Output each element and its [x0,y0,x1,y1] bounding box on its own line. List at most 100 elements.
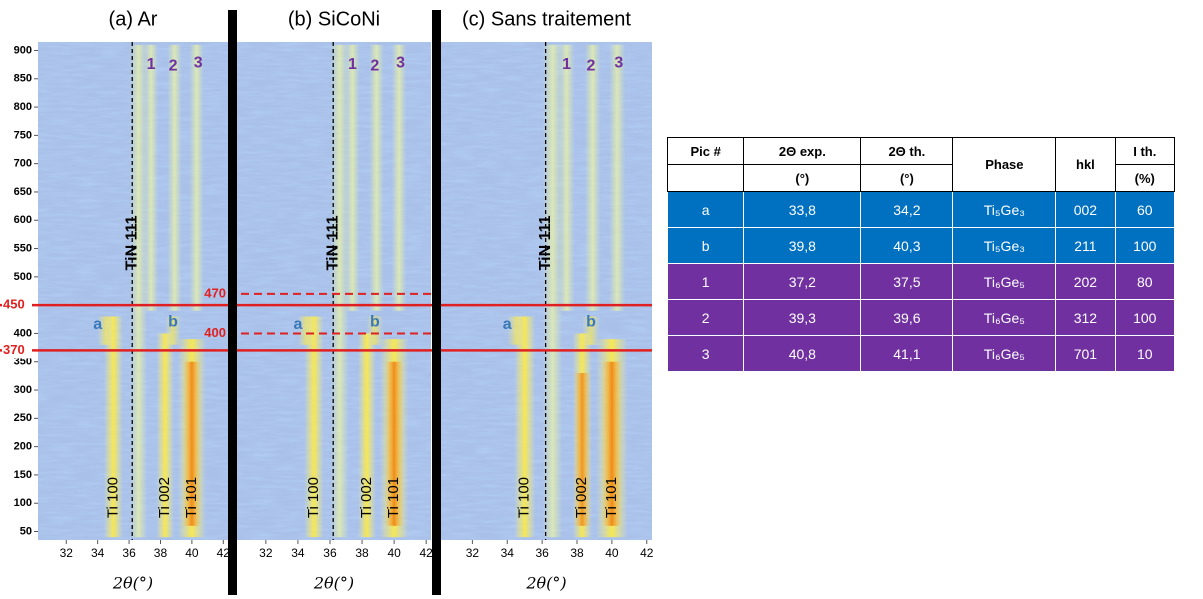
table-cell: 211 [1055,227,1116,264]
y-tick-label: 650 [14,186,32,198]
table-cell: 10 [1114,335,1176,372]
table-cell: 39,6 [860,299,954,336]
reflection-label: Ti 101 [183,477,200,518]
table-cell: 40,3 [860,227,954,264]
table-cell: 41,1 [860,335,954,372]
y-tick-label: 50 [20,525,32,537]
peak-label: 3 [194,55,203,72]
y-tick-label: 200 [14,441,32,453]
siconi-label: 400 [204,325,226,340]
panel-title: (b) SiCoNi [288,8,380,30]
x-tick-label: 34 [91,546,105,560]
table-cell: 1 [666,263,745,300]
intensity-streak [507,316,525,345]
table-cell: b [666,227,745,264]
label-bg [2,342,32,359]
intensity-streak [584,44,601,311]
reflection-label: Ti 100 [104,477,121,518]
x-tick-label: 34 [291,546,305,560]
y-tick-label: 350 [14,356,32,368]
reflection-label: Ti 002 [573,477,590,518]
reflection-label: Ti 002 [156,477,173,518]
header-cell: Phase [952,137,1057,192]
table-cell: 60 [1114,191,1176,228]
table-cell: Ti₅Ge₃ [952,227,1057,264]
heatmap-panel [237,42,431,540]
y-tick-label: 550 [14,242,32,254]
intensity-streak [514,316,536,538]
x-axis-label: 2θ(°) [313,574,354,593]
intensity-streak [345,44,360,311]
intensity-streak [582,316,600,345]
intensity-streak [366,316,383,345]
intensity-streak [97,316,114,345]
x-tick-label: 36 [122,546,136,560]
y-tick-label: 100 [14,497,32,509]
y-tick-label: 400 [14,327,32,339]
x-tick-label: 40 [387,546,401,560]
intensity-streak [165,316,181,345]
header-cell: Pic # [666,137,745,165]
panel-separator [432,10,441,595]
panel-title: (c) Sans traitement [462,8,631,30]
reflection-label: Ti 101 [603,477,620,518]
table-cell: a [666,191,745,228]
peak-label: 3 [614,55,623,72]
intensity-streak [330,44,349,538]
intensity-streak [358,333,376,538]
intensity-streak [391,44,407,311]
table-cell: Ti₆Ge₅ [952,335,1057,372]
table-cell: 39,3 [743,299,862,336]
phase-table: Pic #2Θ exp. 2Θ th. Phase hkl I th. (°) (°) (%)… [666,137,1176,372]
header-cell: hkl [1055,137,1116,192]
label-bg [2,297,32,314]
x-tick-label: 36 [323,546,337,560]
intensity-streak [543,44,563,538]
table-cell: 2 [666,299,745,336]
peak-label: b [586,313,596,330]
x-tick-label: 38 [154,546,168,560]
intensity-streak [304,316,324,538]
peak-label: 3 [396,55,405,72]
intensity-streak [384,361,404,526]
table-cell: 002 [1055,191,1116,228]
x-axis-label: 2θ(°) [525,574,566,593]
y-tick-label: 750 [14,129,32,141]
peak-label: a [93,316,102,333]
x-tick-label: 40 [185,546,199,560]
peak-label: 2 [587,58,596,75]
reflection-label: TiN 111 [324,215,341,270]
panel-title: (a) Ar [109,8,158,30]
y-tick-label: 600 [14,214,32,226]
peak-label: b [370,313,380,330]
table-cell: 34,2 [860,191,954,228]
siconi-label: 470 [204,285,226,300]
temperature-label: 370 [3,342,25,357]
intensity-streak [129,44,148,538]
reflection-label: Ti 002 [358,477,375,518]
x-tick-label: 42 [420,546,434,560]
table-cell: 3 [666,335,745,372]
peak-label: 1 [147,56,156,73]
peak-label: a [293,316,302,333]
y-tick-label: 500 [14,271,32,283]
y-tick-label: 700 [14,158,32,170]
header-cell: 2Θ exp. [743,137,862,165]
header-cell: I th. [1114,137,1176,165]
intensity-streak [189,44,204,311]
intensity-streak [573,373,591,526]
data-row: 1 37,2 37,5 Ti₆Ge₅ 202 80 [666,263,1176,300]
table-cell: 701 [1055,335,1116,372]
table-cell: 33,8 [743,191,862,228]
panel-separator [228,10,237,595]
table-cell: Ti₅Ge₃ [952,191,1057,228]
data-row: 3 40,8 41,1 Ti₆Ge₅ 701 10 [666,335,1176,372]
x-tick-label: 34 [501,546,515,560]
x-tick-label: 32 [259,546,273,560]
data-row: a 33,8 34,2 Ti₅Ge₃ 002 60 [666,191,1176,228]
intensity-streak [601,361,623,526]
reflection-label: TiN 111 [537,215,554,270]
table-cell: Ti₆Ge₅ [952,299,1057,336]
unit-cell: (°) [743,164,862,192]
